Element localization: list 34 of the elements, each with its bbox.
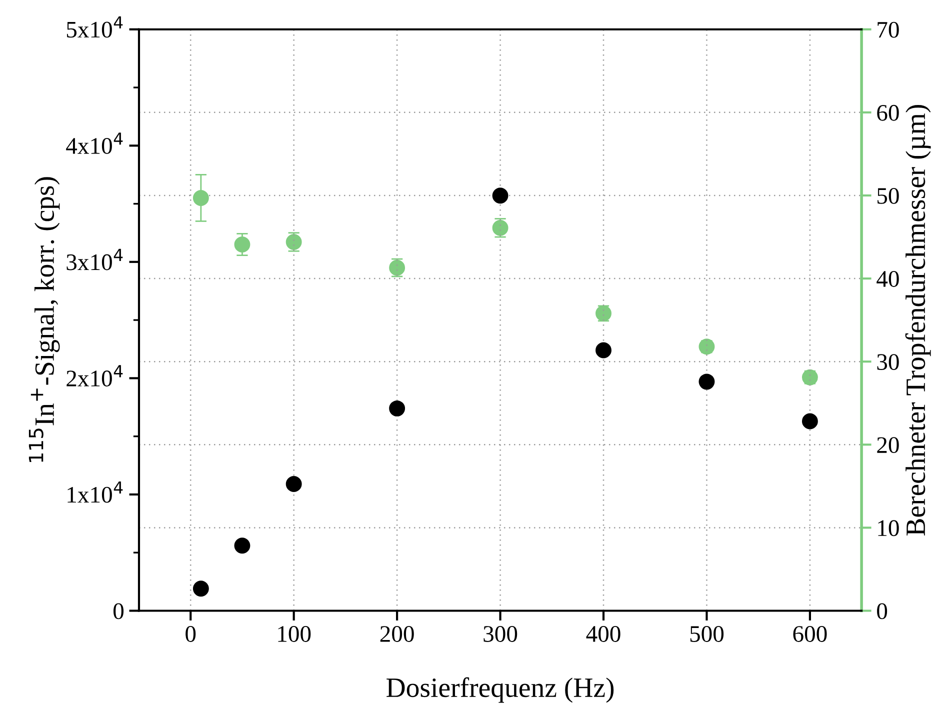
y-tick-label: 5x10$^{4}$ xyxy=(66,16,123,38)
x-tick-label: 300 xyxy=(484,626,518,642)
point xyxy=(192,190,209,206)
y-axis-title: $^{115}$In$^{+}$-Signal, korr. (cps) xyxy=(28,177,60,462)
y2-tick-label: 40 xyxy=(876,271,899,287)
point xyxy=(802,413,818,430)
x-tick-label: 0 xyxy=(186,626,196,642)
y-tick-label: 1x10$^{4}$ xyxy=(68,481,123,503)
point xyxy=(234,538,250,554)
y2-tick-label: 50 xyxy=(878,188,899,204)
x-tick-label: 100 xyxy=(278,626,311,642)
y2-tick-label: 10 xyxy=(878,520,899,536)
point xyxy=(192,580,209,597)
y-tick-label: 0 xyxy=(114,603,124,620)
point xyxy=(596,342,612,358)
y-tick-label: 3x10$^{4}$ xyxy=(66,248,123,270)
y-tick-label: 4x10$^{4}$ xyxy=(66,132,123,154)
point xyxy=(389,400,406,416)
x-tick-label: 200 xyxy=(380,626,414,642)
point xyxy=(698,374,715,390)
y2-tick-label: 70 xyxy=(878,22,899,38)
point xyxy=(492,188,508,204)
x-tick-label: 400 xyxy=(586,626,620,642)
y2-tick-label: 60 xyxy=(877,104,899,121)
point xyxy=(234,236,250,252)
x-tick-label: 500 xyxy=(690,626,724,642)
y2-axis-title: Berechneter Tropfendurchmesser (µm) xyxy=(905,105,931,536)
point xyxy=(286,476,302,492)
y-tick-label: 2x10$^{4}$ xyxy=(66,365,123,386)
y2-tick-label: 20 xyxy=(877,437,899,454)
x-tick-label: 600 xyxy=(793,626,827,642)
x-axis-title: Dosierfrequenz (Hz) xyxy=(386,677,614,703)
y2-tick-label: 30 xyxy=(877,354,899,370)
y2-tick-label: 0 xyxy=(877,603,888,620)
